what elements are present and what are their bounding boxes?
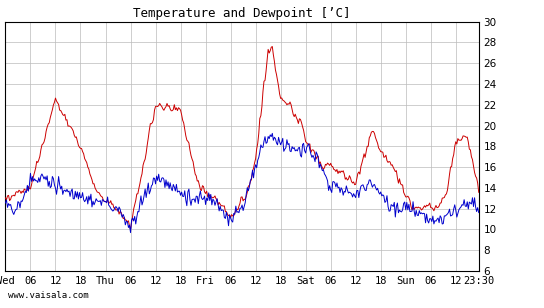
Title: Temperature and Dewpoint [’C]: Temperature and Dewpoint [’C] [133,7,351,20]
Text: www.vaisala.com: www.vaisala.com [8,291,89,300]
